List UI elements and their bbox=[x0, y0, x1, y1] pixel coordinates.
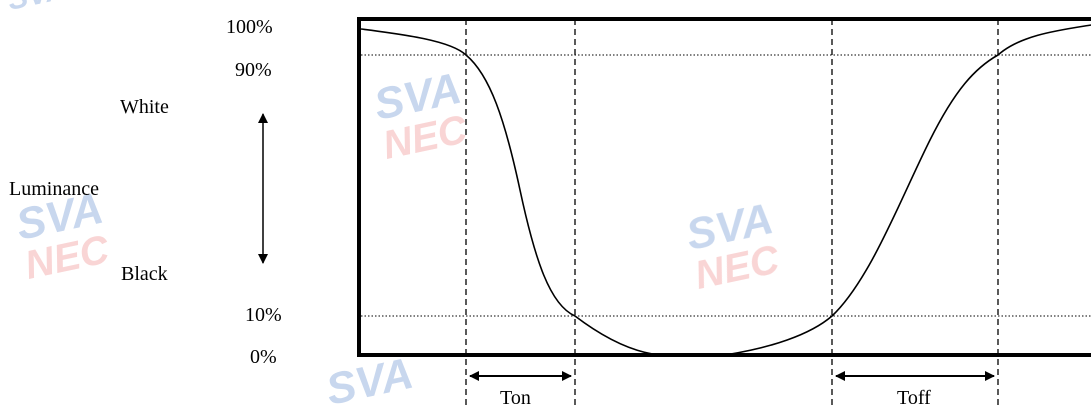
black-label: Black bbox=[121, 263, 168, 285]
level-label-100: 100% bbox=[226, 16, 273, 38]
ton-label: Ton bbox=[500, 387, 531, 405]
plot-frame bbox=[357, 17, 1091, 357]
level-label-0: 0% bbox=[250, 346, 277, 368]
toff-label: Toff bbox=[897, 387, 931, 405]
watermark-logos: SVA NEC SVA NEC SVA NEC SVA SVA bbox=[5, 0, 784, 405]
luminance-curve bbox=[360, 24, 1091, 356]
level-label-90: 90% bbox=[235, 59, 272, 81]
luminance-label: Luminance bbox=[9, 178, 99, 200]
level-label-10: 10% bbox=[245, 304, 282, 326]
svg-text:SVA: SVA bbox=[5, 0, 70, 17]
svg-text:SVA: SVA bbox=[322, 349, 418, 405]
white-label: White bbox=[120, 96, 169, 118]
